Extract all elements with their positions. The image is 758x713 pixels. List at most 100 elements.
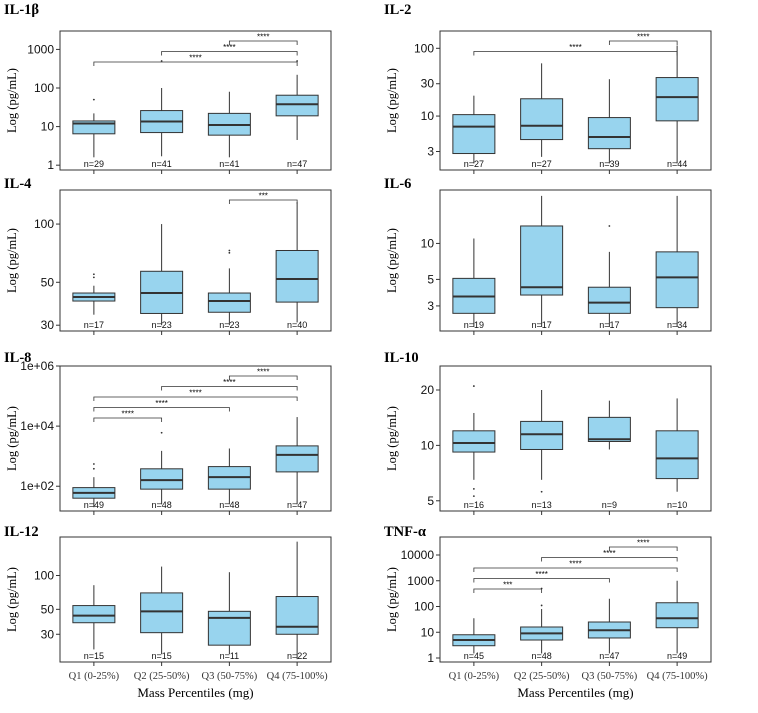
significance-label: **** [189, 389, 201, 398]
y-tick-label: 50 [41, 275, 55, 289]
x-tick-label: Q3 (50-75%) [582, 671, 638, 682]
x-tick-label: Q1 (0-25%) [449, 671, 500, 682]
box-4: n=40 [275, 202, 319, 330]
box-1: n=19 [452, 238, 496, 330]
outlier-point [472, 385, 475, 387]
y-tick-label: 100 [414, 600, 434, 614]
iqr-box [655, 602, 699, 629]
panel-il-2: IL-2 Log (pg/mL) 3 10 30 100 n=27 n=27 n=39 n=44 *… [384, 2, 712, 174]
outlier-point [540, 490, 543, 493]
significance-label: **** [189, 54, 201, 63]
significance-label: **** [257, 368, 269, 377]
box-1: n=29 [72, 98, 116, 169]
significance-bracket: **** [161, 43, 298, 56]
y-tick-label: 5 [427, 494, 434, 508]
panel-il-6: IL-6 Log (pg/mL) 3 5 10 n=19 n=17 n=17 n=34 [384, 176, 712, 335]
box-4: n=22 [275, 541, 319, 661]
significance-bracket: **** [93, 399, 230, 412]
y-axis-label: Log (pg/mL) [5, 68, 19, 133]
x-tick-label: Q2 (25-50%) [134, 671, 190, 682]
outlier-point [160, 431, 163, 434]
sample-size-label: n=29 [84, 159, 104, 169]
x-axis-label: Mass Percentiles (mg) [517, 685, 633, 700]
sample-size-label: n=10 [667, 500, 687, 510]
outlier-point [472, 488, 475, 490]
bracket-line [93, 396, 298, 401]
bracket-line [608, 40, 678, 45]
sample-size-label: n=23 [219, 320, 239, 330]
y-tick-label: 10 [421, 236, 435, 250]
significance-bracket: **** [608, 33, 678, 45]
box-3: n=48 [207, 448, 251, 510]
bracket-line [608, 546, 678, 551]
outlier-point [228, 249, 231, 252]
y-axis-label: Log (pg/mL) [385, 228, 399, 293]
significance-bracket: **** [93, 410, 163, 422]
sample-size-label: n=17 [599, 320, 619, 330]
panel-il-4: IL-4 Log (pg/mL) 30 50 100 n=17 n=23 n=23 n=40 **… [4, 176, 332, 335]
panel-title: IL-8 [4, 350, 31, 366]
box-2: n=15 [140, 566, 184, 661]
sample-size-label: n=49 [667, 651, 687, 661]
box-1: n=27 [452, 95, 496, 169]
significance-label: **** [155, 399, 167, 408]
sample-size-label: n=48 [531, 651, 551, 661]
significance-label: **** [603, 549, 615, 558]
bracket-line [228, 375, 298, 380]
iqr-box [275, 596, 319, 635]
sample-size-label: n=41 [151, 159, 171, 169]
y-tick-label: 10000 [401, 548, 435, 562]
sample-size-label: n=13 [531, 500, 551, 510]
box-3: n=9 [587, 400, 631, 510]
y-tick-label: 30 [41, 627, 55, 641]
sample-size-label: n=47 [287, 159, 307, 169]
y-tick-label: 100 [34, 217, 54, 231]
significance-bracket: **** [473, 560, 678, 572]
y-tick-label: 3 [427, 144, 434, 158]
box-4: n=34 [655, 195, 699, 330]
sample-size-label: n=16 [464, 500, 484, 510]
box-2: n=48 [520, 587, 564, 661]
outlier-point [228, 251, 231, 254]
panel-title: IL-1β [4, 2, 39, 18]
significance-bracket: **** [228, 33, 298, 45]
significance-label: **** [535, 570, 547, 579]
box-4: n=10 [655, 398, 699, 510]
significance-bracket: *** [228, 192, 298, 204]
outlier-point [472, 495, 475, 498]
panel-title: IL-10 [384, 350, 419, 366]
y-axis-label: Log (pg/mL) [385, 68, 399, 133]
y-tick-label: 10 [421, 625, 435, 639]
box-1: n=45 [452, 618, 496, 661]
iqr-box [520, 420, 564, 450]
box-3: n=41 [207, 91, 251, 169]
significance-bracket: **** [608, 539, 678, 551]
sample-size-label: n=45 [464, 651, 484, 661]
box-3: n=39 [587, 79, 631, 169]
panel-il-12: IL-12 Log (pg/mL) 30 50 100 n=15 n=15 n=11 n=22 Q… [4, 524, 332, 700]
sample-size-label: n=39 [599, 159, 619, 169]
significance-bracket: **** [473, 570, 610, 583]
box-4: n=47 [275, 417, 319, 510]
significance-label: *** [259, 192, 268, 201]
sample-size-label: n=15 [151, 651, 171, 661]
outlier-point [608, 225, 611, 227]
y-axis-label: Log (pg/mL) [5, 228, 19, 293]
y-tick-label: 1000 [407, 574, 434, 588]
panel-tnf-alpha: TNF-α Log (pg/mL) 1 10 100 1000 10000 n=45 n=48 n… [384, 524, 712, 700]
panel-title: IL-6 [384, 176, 411, 192]
outlier-point [160, 60, 163, 62]
significance-label: **** [223, 43, 235, 52]
box-3: n=17 [587, 225, 631, 330]
box-3: n=23 [207, 249, 251, 330]
sample-size-label: n=11 [220, 651, 240, 661]
iqr-box [207, 292, 251, 313]
sample-size-label: n=27 [464, 159, 484, 169]
plot-frame [59, 365, 332, 512]
outlier-point [92, 463, 95, 465]
outlier-point [92, 467, 95, 470]
y-tick-label: 1 [47, 158, 54, 172]
sample-size-label: n=47 [287, 500, 307, 510]
y-tick-label: 10 [421, 109, 435, 123]
iqr-box [520, 98, 564, 141]
